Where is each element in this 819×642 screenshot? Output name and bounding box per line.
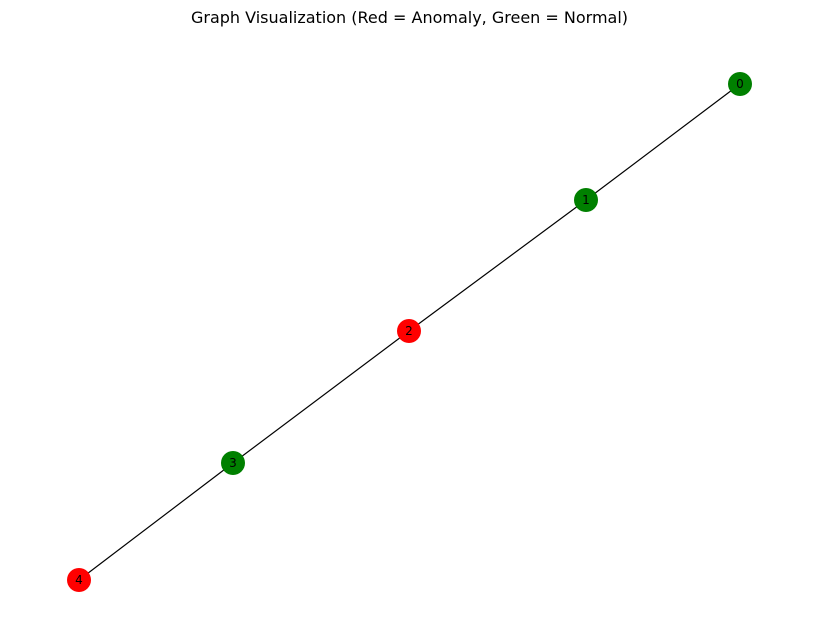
nodes-layer: 0 1 2 3 4: [67, 72, 752, 592]
node-1: 1: [574, 188, 598, 212]
node-label-2: 2: [405, 324, 413, 338]
node-circle-0: [728, 72, 752, 96]
node-3: 3: [221, 451, 245, 475]
node-label-4: 4: [75, 573, 83, 587]
node-label-0: 0: [736, 77, 744, 91]
edge-3-4: [78, 462, 234, 581]
node-circle-3: [221, 451, 245, 475]
node-label-1: 1: [582, 193, 590, 207]
node-circle-4: [67, 568, 91, 592]
graph-title: Graph Visualization (Red = Anomaly, Gree…: [191, 8, 628, 27]
edge-2-3: [232, 330, 410, 464]
node-circle-1: [574, 188, 598, 212]
node-circle-2: [397, 319, 421, 343]
node-0: 0: [728, 72, 752, 96]
node-label-3: 3: [229, 456, 237, 470]
edge-0-1: [585, 83, 741, 201]
node-4: 4: [67, 568, 91, 592]
node-2: 2: [397, 319, 421, 343]
edge-1-2: [408, 199, 587, 332]
edges-layer: [78, 83, 741, 581]
